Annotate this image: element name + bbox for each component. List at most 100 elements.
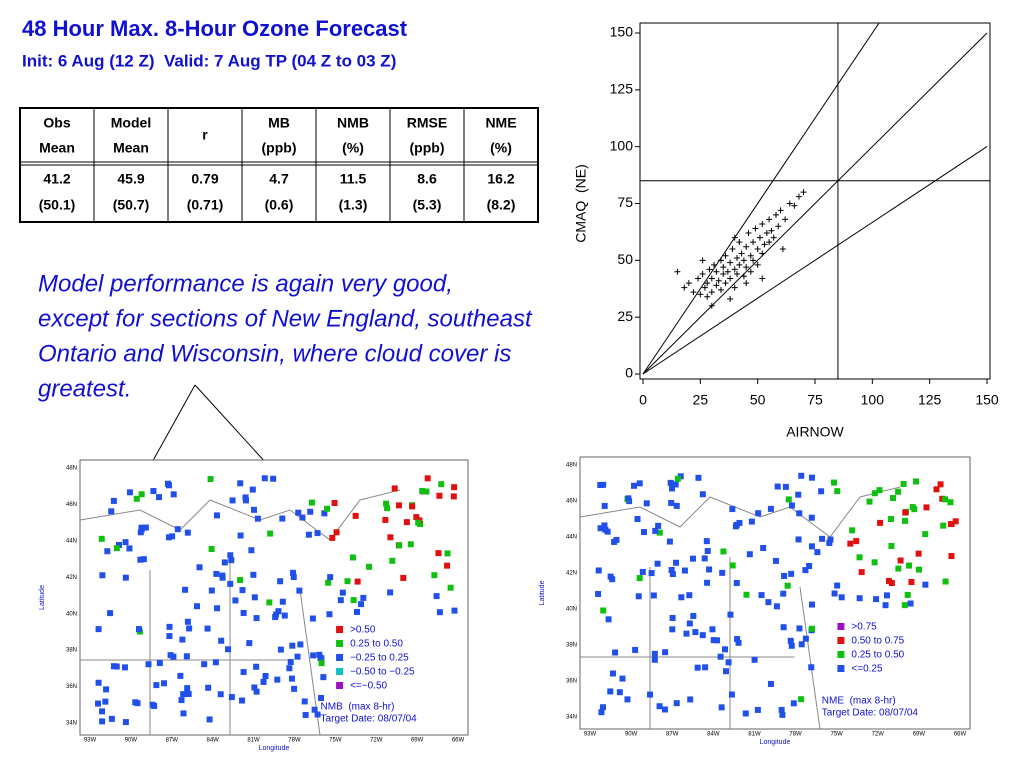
station-marker <box>701 555 708 562</box>
station-marker <box>722 668 729 675</box>
station-marker <box>299 514 306 521</box>
point <box>736 239 743 246</box>
point <box>720 264 727 271</box>
station-marker <box>142 524 149 531</box>
station-marker <box>344 578 351 585</box>
point <box>740 273 747 280</box>
station-marker <box>806 563 813 570</box>
station-marker <box>690 612 697 619</box>
legend-swatch <box>837 651 845 658</box>
station-marker <box>435 550 442 557</box>
station-marker <box>113 545 120 552</box>
station-marker <box>947 499 954 506</box>
station-marker <box>704 579 711 586</box>
station-marker <box>669 485 676 492</box>
station-marker <box>709 626 716 633</box>
station-marker <box>751 656 758 663</box>
station-marker <box>104 548 111 555</box>
station-marker <box>719 569 726 576</box>
point <box>759 220 766 227</box>
station-marker <box>294 653 301 660</box>
station-marker <box>305 531 312 538</box>
station-marker <box>354 578 361 585</box>
station-marker <box>604 528 611 535</box>
station-marker <box>819 535 826 542</box>
point <box>795 193 802 200</box>
station-marker <box>250 571 257 578</box>
point <box>713 282 720 289</box>
station-marker <box>145 661 152 668</box>
station-marker <box>904 591 911 598</box>
station-marker <box>318 694 325 701</box>
lon-tick-label: 84W <box>206 738 219 744</box>
legend-label: −0.50 to −0.25 <box>350 667 415 678</box>
station-marker <box>221 559 228 566</box>
station-marker <box>419 487 426 494</box>
station-marker <box>183 653 190 660</box>
station-marker <box>400 574 407 581</box>
station-marker <box>773 603 780 610</box>
station-marker <box>228 557 235 564</box>
station-marker <box>656 703 663 710</box>
station-marker <box>795 491 802 498</box>
station-marker <box>882 602 889 609</box>
station-marker <box>447 584 454 591</box>
station-marker <box>798 641 805 648</box>
station-marker <box>177 672 184 679</box>
point <box>731 266 738 273</box>
station-marker <box>598 709 605 716</box>
station-marker <box>652 527 659 534</box>
station-marker <box>415 519 422 526</box>
legend-label: <=−0.50 <box>350 681 387 692</box>
point <box>711 261 718 268</box>
point <box>777 207 784 214</box>
station-marker <box>666 538 673 545</box>
station-marker <box>281 612 288 619</box>
station-marker <box>681 567 688 574</box>
station-marker <box>743 591 750 598</box>
legend-label: −0.25 to 0.25 <box>350 653 409 664</box>
station-marker <box>640 529 647 536</box>
station-marker <box>940 522 947 529</box>
station-marker <box>316 651 323 658</box>
station-marker <box>798 696 805 703</box>
paragraph-line: except for sections of New England, sout… <box>38 305 533 332</box>
station-marker <box>227 552 234 559</box>
table-cell: (8.2) <box>487 197 516 213</box>
station-marker <box>710 637 717 644</box>
station-marker <box>277 578 284 585</box>
station-marker <box>609 576 616 583</box>
station-marker <box>297 641 304 648</box>
station-marker <box>253 663 260 670</box>
ratio-line <box>642 146 988 375</box>
station-marker <box>320 674 327 681</box>
paragraph-line: Model performance is again very good, <box>38 270 453 297</box>
point <box>740 257 747 264</box>
station-marker <box>942 496 949 503</box>
station-marker <box>184 618 191 625</box>
station-marker <box>942 578 949 585</box>
lon-tick-label: 75W <box>329 738 342 744</box>
station-marker <box>115 542 122 549</box>
station-marker <box>834 488 841 495</box>
point <box>708 275 715 282</box>
x-tick-label: 50 <box>750 392 766 408</box>
station-marker <box>387 589 394 596</box>
station-marker <box>110 663 117 670</box>
station-marker <box>360 594 367 601</box>
paragraph: Model performance is again very good, exc… <box>38 270 533 402</box>
lat-tick-label: 36N <box>66 684 77 690</box>
station-marker <box>240 609 247 616</box>
station-marker <box>242 494 249 501</box>
point <box>708 302 715 309</box>
station-marker <box>225 646 232 653</box>
station-marker <box>166 633 173 640</box>
station-marker <box>436 609 443 616</box>
station-marker <box>911 506 918 513</box>
lon-tick-label: 93W <box>84 738 97 744</box>
point <box>704 280 711 287</box>
station-marker <box>678 594 685 601</box>
station-marker <box>674 475 681 482</box>
station-marker <box>237 532 244 539</box>
station-marker <box>122 539 129 546</box>
